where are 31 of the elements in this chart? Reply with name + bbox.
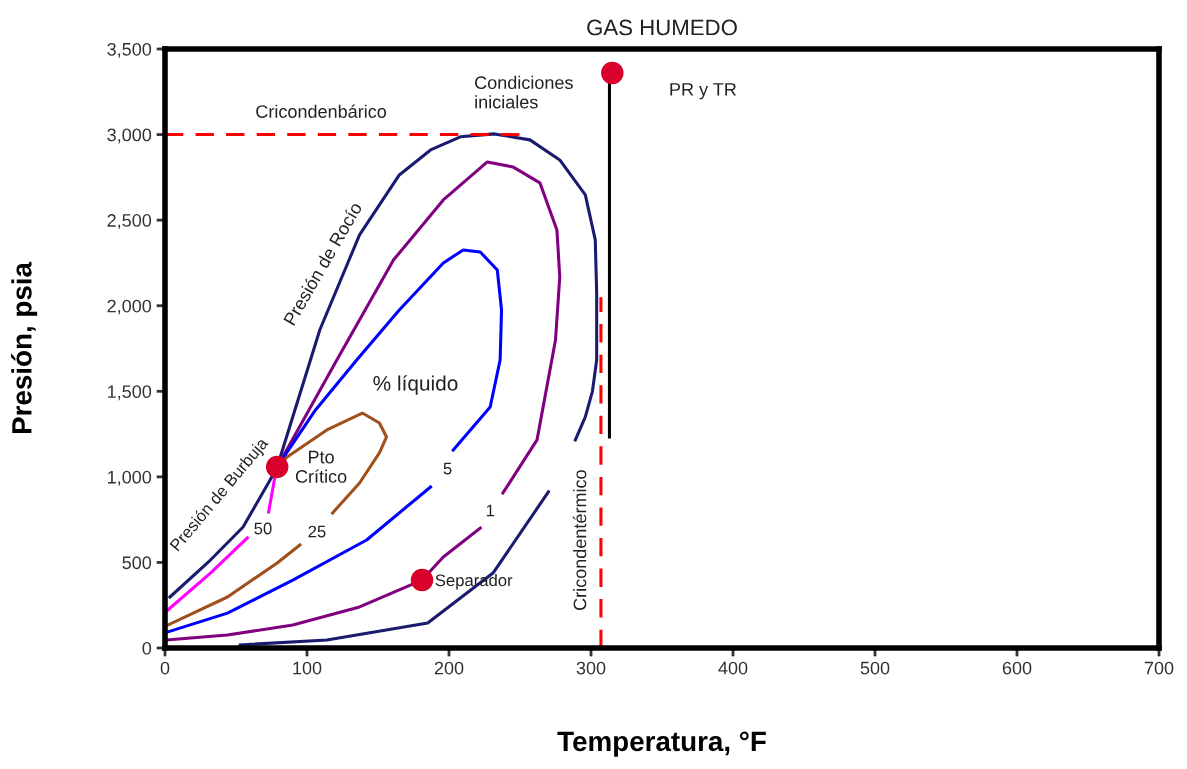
y-tick-label: 1,000 <box>108 470 152 486</box>
chart-title: GAS HUMEDO <box>587 19 737 36</box>
annotation: PR y TR <box>670 83 737 100</box>
annotation: 25 <box>308 525 326 538</box>
y-tick-label: 500 <box>122 556 152 570</box>
y-tick-label: 1,500 <box>108 385 152 401</box>
x-tick-label: 200 <box>434 661 464 675</box>
y-tick-label: 3,500 <box>107 42 152 58</box>
y-tick-label: 2,000 <box>107 299 152 315</box>
y-tick-label: 2,500 <box>107 214 152 229</box>
x-tick-label: 300 <box>576 661 606 675</box>
annotation: 1 <box>486 504 494 517</box>
annotation: Cricondenbárico <box>256 104 387 118</box>
x-tick-label: 400 <box>718 661 748 675</box>
annotation: Condiciones iniciales <box>475 75 573 109</box>
annotation: % líquido <box>373 375 458 395</box>
x-tick-label: 500 <box>860 661 890 675</box>
point <box>601 61 624 85</box>
x-tick-label: 0 <box>160 661 170 675</box>
x-tick-label: 600 <box>1002 661 1032 675</box>
y-axis-title: Presión, psia <box>11 261 38 434</box>
y-tick-label: 0 <box>142 641 152 655</box>
point <box>410 568 434 592</box>
annotation: Pto Crítico <box>295 450 347 483</box>
x-tick-label: 100 <box>293 661 322 675</box>
annotation: 5 <box>443 462 452 475</box>
y-tick-label: 3,000 <box>107 128 152 144</box>
annotation: 50 <box>254 522 272 535</box>
x-tick-label: 700 <box>1144 661 1174 675</box>
annotation: Cricondentérmico <box>572 470 587 610</box>
x-axis-title: Temperatura, °F <box>557 731 766 757</box>
